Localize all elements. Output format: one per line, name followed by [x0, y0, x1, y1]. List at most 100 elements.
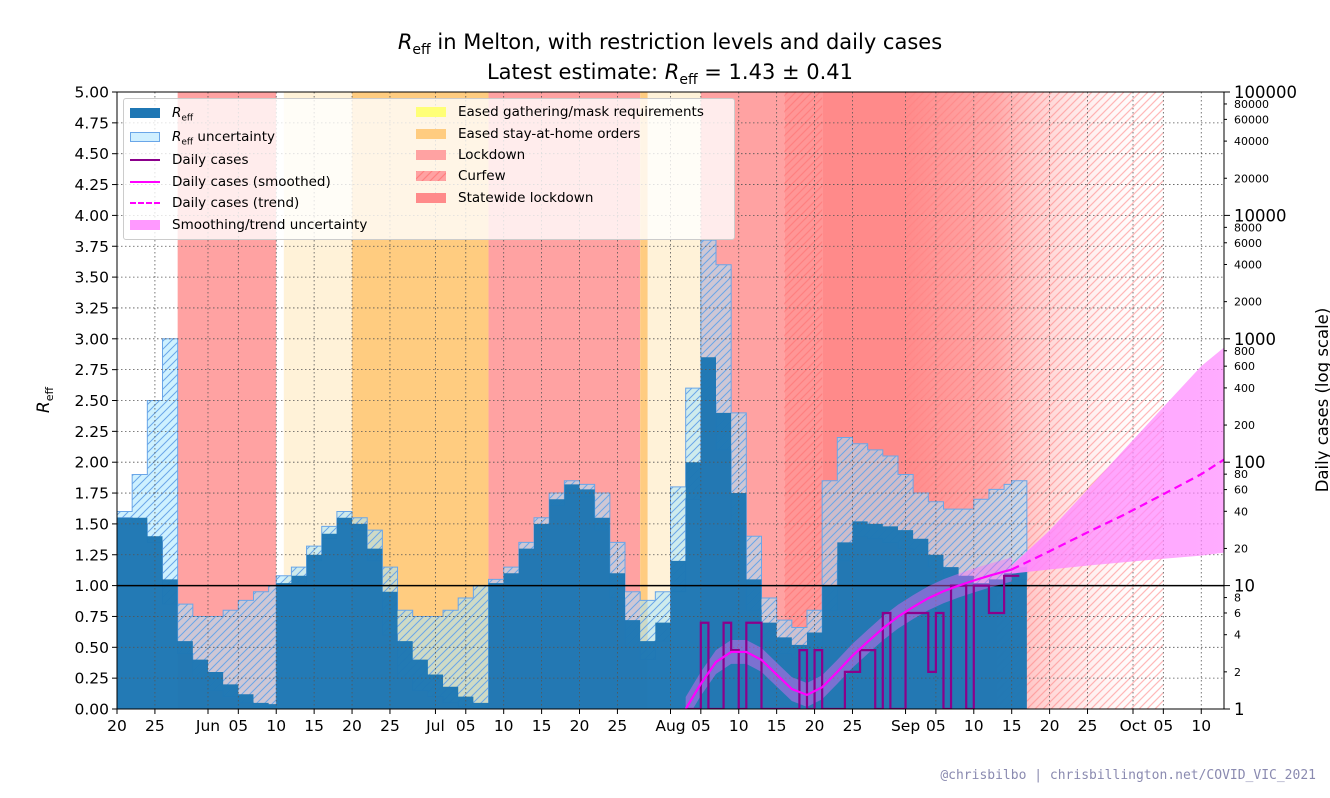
x-tick-label: 05 — [456, 717, 476, 735]
subtitle-r-sub: eff — [679, 72, 698, 89]
x-tick-label: 25 — [380, 717, 400, 735]
x-tick-label: 10 — [729, 717, 749, 735]
subtitle-r-symbol: R — [664, 60, 680, 84]
y-right-minor-tick-label: 6 — [1234, 607, 1241, 620]
legend-reff-symbol: R — [172, 105, 182, 121]
smoothing-uncertainty-band — [685, 557, 1012, 709]
x-tick-label: 20 — [1040, 717, 1060, 735]
legend-daily-smoothed-label: Daily cases (smoothed) — [172, 174, 331, 190]
y-left-tick-label: 0.50 — [74, 639, 109, 657]
y-right-minor-tick-label: 60000 — [1234, 113, 1269, 126]
y-right-minor-tick-label: 200 — [1234, 419, 1255, 432]
x-tick-label: 05 — [1153, 717, 1173, 735]
legend-unc-text: uncertainty — [193, 129, 275, 145]
y-left-tick-label: 1.25 — [74, 546, 109, 564]
legend-swatch-smoothing — [130, 220, 160, 230]
y-right-minor-tick-label: 20000 — [1234, 172, 1269, 185]
y-right-minor-tick-label: 2 — [1234, 666, 1241, 679]
legend-line-smoothed — [130, 181, 160, 183]
y-left-label-sub: eff — [43, 387, 56, 402]
x-tick-label: Jul — [425, 717, 445, 735]
y-right-minor-tick-label: 600 — [1234, 360, 1255, 373]
y-left-tick-label: 5.00 — [74, 84, 109, 102]
y-right-tick-label: 10000 — [1234, 206, 1287, 225]
x-tick-label: 10 — [964, 717, 984, 735]
x-tick-label: 10 — [266, 717, 286, 735]
legend-eased-stay-home-label: Eased stay-at-home orders — [458, 126, 641, 142]
y-right-minor-tick-label: 8000 — [1234, 221, 1262, 234]
x-tick-label: 15 — [532, 717, 552, 735]
x-tick-label: 05 — [228, 717, 248, 735]
y-left-tick-label: 1.75 — [74, 485, 109, 503]
legend-daily-trend-label: Daily cases (trend) — [172, 195, 300, 211]
y-right-minor-tick-label: 80000 — [1234, 98, 1269, 111]
x-tick-label: 25 — [608, 717, 628, 735]
daily-cases-trend-line — [1011, 458, 1224, 571]
legend-swatch-reff — [130, 108, 160, 118]
y-left-tick-label: 3.25 — [74, 299, 109, 317]
legend-swatch-eased-stay-home — [416, 129, 446, 139]
x-tick-label: 25 — [1078, 717, 1098, 735]
legend-reff-sub: eff — [181, 113, 194, 124]
legend-swatch-uncertainty — [130, 132, 160, 142]
x-tick-label: 15 — [767, 717, 787, 735]
y-right-tick-label: 10 — [1234, 577, 1255, 596]
y-right-minor-tick-label: 40000 — [1234, 135, 1269, 148]
y-left-tick-label: 1.50 — [74, 515, 109, 533]
y-left-tick-label: 2.25 — [74, 423, 109, 441]
y-left-tick-label: 0.25 — [74, 670, 109, 688]
y-right-minor-tick-label: 2000 — [1234, 296, 1262, 309]
legend-line-trend — [130, 202, 160, 204]
y-left-tick-label: 4.50 — [74, 145, 109, 163]
title-line1: in Melton, with restriction levels and d… — [437, 30, 943, 54]
legend-line-daily — [130, 159, 160, 161]
legend-swatch-statewide — [416, 193, 446, 203]
restriction-hatch-curfew — [784, 92, 823, 709]
x-tick-label: Oct — [1120, 717, 1147, 735]
legend-smoothing-label: Smoothing/trend uncertainty — [172, 217, 368, 233]
x-tick-label: 20 — [570, 717, 590, 735]
y-right-axis-label: Daily cases (log scale) — [1313, 308, 1330, 493]
y-left-tick-label: 2.75 — [74, 361, 109, 379]
y-right-minor-tick-label: 4 — [1234, 629, 1241, 642]
daily-cases-line — [685, 574, 1020, 709]
x-tick-label: 20 — [342, 717, 362, 735]
legend-unc-symbol: R — [172, 129, 182, 145]
y-right-tick-label: 100 — [1234, 453, 1266, 472]
y-left-tick-label: 4.00 — [74, 207, 109, 225]
y-left-tick-label: 3.00 — [74, 330, 109, 348]
legend-eased-gathering-label: Eased gathering/mask requirements — [458, 104, 704, 120]
y-left-tick-label: 2.50 — [74, 392, 109, 410]
y-right-tick-label: 1 — [1234, 700, 1245, 719]
restriction-band-eased_stay_home — [640, 92, 648, 709]
legend-daily-cases-label: Daily cases — [172, 152, 249, 168]
chart-title: Reff in Melton, with restriction levels … — [0, 30, 1330, 58]
legend-swatch-lockdown — [416, 150, 446, 160]
latest-estimate: = 1.43 ± 0.41 — [704, 60, 854, 84]
legend-statewide-label: Statewide lockdown — [458, 190, 594, 206]
x-tick-label: 20 — [107, 717, 127, 735]
y-right-minor-tick-label: 800 — [1234, 345, 1255, 358]
y-left-tick-label: 0.00 — [74, 701, 109, 719]
y-left-tick-label: 2.00 — [74, 454, 109, 472]
x-tick-label: 05 — [691, 717, 711, 735]
y-right-tick-label: 1000 — [1234, 330, 1276, 349]
legend-swatch-curfew — [416, 171, 446, 181]
credit-text: @chrisbilbo | chrisbillington.net/COVID_… — [940, 768, 1316, 783]
legend-lockdown-label: Lockdown — [458, 147, 526, 163]
reff-area — [117, 357, 1027, 709]
x-tick-label: 15 — [304, 717, 324, 735]
y-left-tick-label: 1.00 — [74, 577, 109, 595]
y-right-minor-tick-label: 4000 — [1234, 259, 1262, 272]
x-tick-label: Sep — [891, 717, 920, 735]
x-tick-label: Jun — [195, 717, 220, 735]
chart-subtitle: Latest estimate: Reff = 1.43 ± 0.41 — [0, 60, 1330, 88]
x-tick-label: 10 — [1191, 717, 1211, 735]
legend: Reff Reff uncertainty Daily cases Daily … — [123, 98, 735, 240]
legend-curfew-label: Curfew — [458, 168, 506, 184]
daily-cases-smoothed-line — [684, 568, 1012, 709]
y-left-tick-label: 3.50 — [74, 269, 109, 287]
x-tick-label: 25 — [145, 717, 165, 735]
y-left-tick-label: 4.75 — [74, 114, 109, 132]
y-left-tick-label: 0.75 — [74, 608, 109, 626]
